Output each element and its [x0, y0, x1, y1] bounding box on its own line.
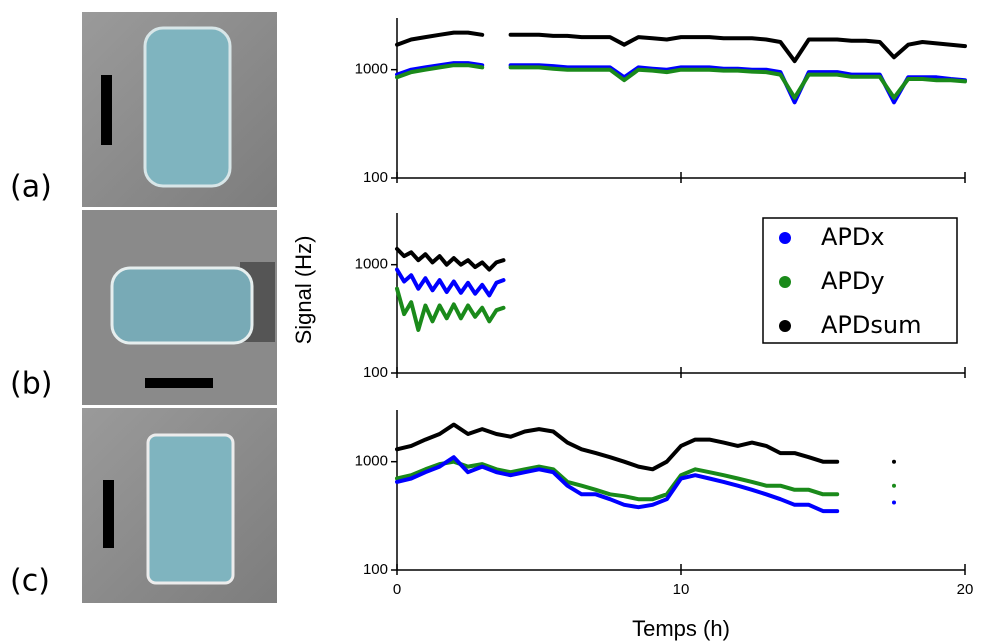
- y-axis-label: Signal (Hz): [291, 236, 316, 345]
- y-tick-label: 1000: [355, 256, 388, 273]
- legend-marker: [779, 320, 791, 332]
- sem-image-c: [82, 408, 277, 603]
- series-line: [395, 459, 896, 502]
- legend-label: APDx: [821, 223, 885, 251]
- series-line: [395, 267, 506, 298]
- series-line: [395, 455, 896, 514]
- panel-label: (c): [10, 564, 50, 599]
- x-tick-label: 10: [673, 581, 690, 598]
- legend-label: APDsum: [821, 311, 921, 339]
- legend-label: APDy: [821, 267, 885, 295]
- sem-image-a: [82, 12, 277, 207]
- x-axis-label: Temps (h): [632, 616, 730, 641]
- y-tick-label: 100: [363, 364, 388, 381]
- y-tick-label: 1000: [355, 453, 388, 470]
- sem-image-b: [82, 210, 277, 405]
- x-tick-label: 0: [393, 581, 401, 598]
- y-tick-label: 100: [363, 561, 388, 578]
- legend-marker: [779, 276, 791, 288]
- y-tick-label: 100: [363, 169, 388, 186]
- series-line: [395, 246, 506, 272]
- legend-box: [762, 217, 958, 344]
- y-tick-label: 1000: [355, 61, 388, 78]
- legend-marker: [779, 232, 791, 244]
- series-line: [395, 422, 896, 472]
- series-line: [395, 30, 967, 64]
- panel-label: (b): [10, 367, 52, 402]
- series-line: [395, 286, 506, 332]
- x-tick-label: 20: [957, 581, 974, 598]
- series-line: [395, 63, 967, 100]
- panel-label: (a): [10, 170, 52, 205]
